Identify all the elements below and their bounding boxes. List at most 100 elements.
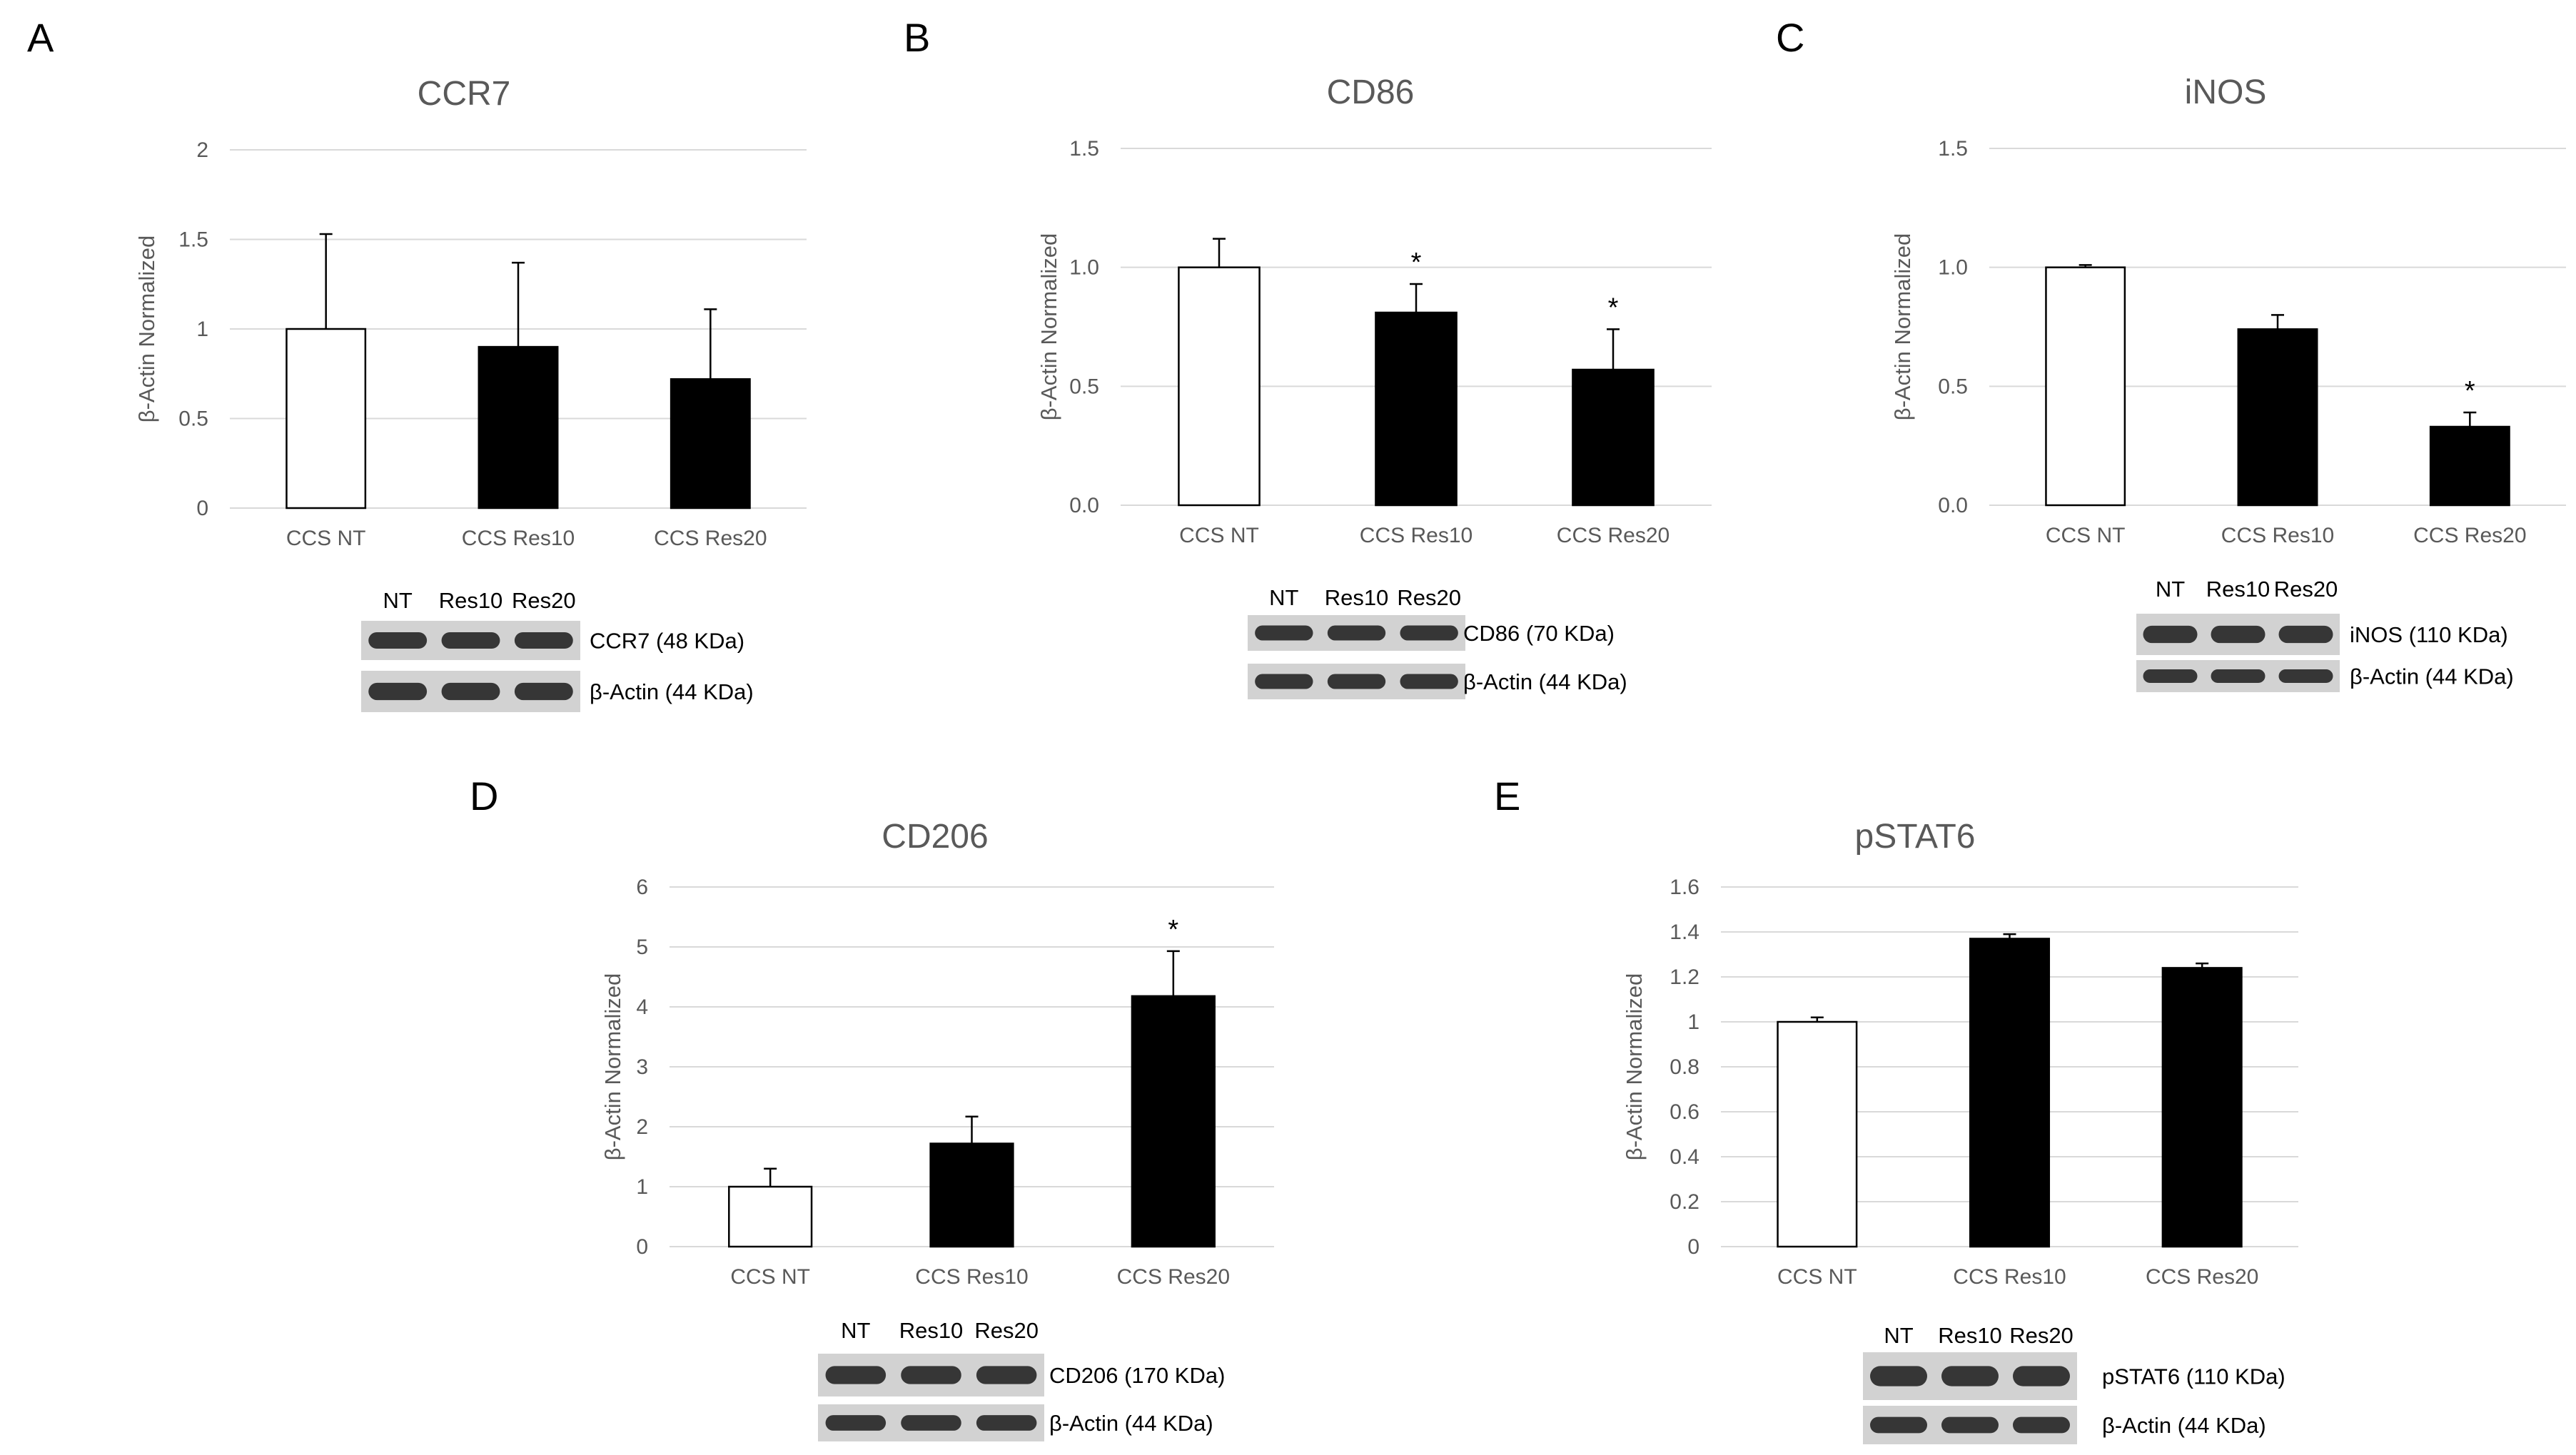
blot-label: iNOS (110 KDa) (2350, 622, 2508, 647)
x-tick-label: CCS NT (1179, 524, 1259, 547)
panel-letter-e: E (1494, 774, 1520, 818)
y-tick-label: 0.8 (1670, 1055, 1699, 1079)
y-axis-title-e: β-Actin Normalized (1622, 973, 1647, 1160)
y-tick-label: 1 (636, 1175, 648, 1199)
blot-band (2013, 1416, 2070, 1434)
blot-lane-label: NT (1269, 585, 1298, 610)
blot-band (2143, 625, 2198, 644)
bar-c-3 (2429, 425, 2510, 507)
significance-marker: * (1608, 293, 1619, 323)
y-tick-label: 1.2 (1670, 965, 1699, 989)
chart-title-c: iNOS (2185, 73, 2267, 111)
bar-b-3 (1572, 368, 1655, 507)
y-tick-label: 0.0 (1938, 494, 1968, 517)
y-axis-title-a: β-Actin Normalized (134, 235, 159, 422)
y-tick-label: 0.5 (1069, 375, 1099, 398)
blot-lane-label: Res10 (899, 1318, 964, 1343)
bar-d-3 (1131, 995, 1216, 1248)
blot-band (441, 682, 500, 701)
bar-b-1 (1178, 266, 1261, 507)
blot-band (1941, 1416, 1999, 1434)
chart-title-a: CCR7 (418, 75, 511, 113)
y-tick-label: 0.6 (1670, 1100, 1699, 1124)
y-tick-label: 1 (1687, 1010, 1699, 1034)
blot-band (976, 1415, 1037, 1431)
blot-band (1255, 674, 1313, 689)
y-tick-label: 1.5 (1069, 137, 1099, 161)
y-tick-label: 1.0 (1938, 256, 1968, 280)
y-tick-label: 0.5 (1938, 375, 1968, 398)
significance-marker: * (1168, 915, 1178, 945)
y-tick-label: 4 (636, 995, 648, 1019)
y-tick-label: 1.0 (1069, 256, 1099, 280)
panel-d: D CD206 β-Actin Normalized 0 1 2 3 4 5 6 CCS NT CCS… (470, 774, 1274, 1441)
blot-band (441, 632, 500, 649)
y-axis-title-d: β-Actin Normalized (600, 973, 625, 1160)
blot-lane-label: Res20 (2274, 577, 2338, 602)
panel-a: A CCR7 β-Actin Normalized 0 0.5 1 1.5 2 CCS NT CC… (27, 15, 807, 712)
blot-band (2013, 1366, 2070, 1386)
y-tick-label: 2 (636, 1115, 648, 1139)
x-tick-label: CCS NT (2046, 524, 2126, 547)
y-tick-label: 0.4 (1670, 1145, 1699, 1169)
chart-title-b: CD86 (1327, 73, 1415, 111)
bar-a-2 (478, 345, 559, 509)
bar-e-1 (1777, 1020, 1858, 1248)
blot-lane-label: NT (383, 588, 413, 613)
blot-band (1255, 625, 1313, 641)
bar-d-1 (728, 1185, 813, 1248)
blot-lane-label: Res20 (512, 588, 576, 613)
blot-band (2211, 669, 2266, 683)
chart-title-e: pSTAT6 (1855, 818, 1976, 856)
blot-band (825, 1415, 887, 1431)
blot-band (1400, 674, 1458, 689)
blot-lane-label: NT (1884, 1323, 1913, 1348)
y-tick-label: 0 (636, 1235, 648, 1259)
x-tick-label: CCS NT (1777, 1265, 1857, 1289)
blot-band (368, 682, 428, 701)
significance-marker: * (2465, 376, 2475, 406)
bar-a-1 (286, 328, 367, 509)
y-tick-label: 3 (636, 1055, 648, 1079)
blot-band (368, 632, 428, 649)
blot-label: β-Actin (44 KDa) (2350, 664, 2514, 689)
x-tick-label: CCS Res20 (1557, 524, 1670, 547)
y-tick-label: 0.2 (1670, 1190, 1699, 1214)
blot-lane-label: Res10 (1938, 1323, 2002, 1348)
blot-lane-label: Res10 (1325, 585, 1389, 610)
y-tick-label: 0.5 (178, 407, 208, 431)
x-tick-label: CCS NT (730, 1265, 810, 1289)
blot-band (976, 1366, 1037, 1384)
y-tick-label: 0.0 (1069, 494, 1099, 517)
panel-letter-b: B (904, 15, 930, 60)
x-tick-label: CCS Res10 (462, 527, 575, 550)
x-tick-label: CCS Res10 (1953, 1265, 2066, 1289)
bar-c-2 (2237, 328, 2318, 507)
blot-label: β-Actin (44 KDa) (2102, 1413, 2266, 1438)
y-axis-title-c: β-Actin Normalized (1890, 233, 1915, 420)
blot-label: pSTAT6 (110 KDa) (2102, 1364, 2285, 1389)
y-tick-label: 1 (196, 318, 208, 341)
y-tick-label: 2 (196, 138, 208, 162)
x-tick-label: CCS Res20 (1117, 1265, 1230, 1289)
blot-lane-label: Res20 (1397, 585, 1461, 610)
blot-lane-label: NT (841, 1318, 870, 1343)
blot-label: β-Actin (44 KDa) (590, 679, 754, 704)
chart-title-d: CD206 (882, 818, 988, 856)
panel-letter-d: D (470, 774, 498, 818)
y-tick-label: 1.4 (1670, 921, 1699, 944)
y-tick-label: 1.6 (1670, 876, 1699, 899)
blot-band (825, 1366, 887, 1384)
blot-lane-label: Res10 (439, 588, 503, 613)
x-tick-label: CCS Res20 (2413, 524, 2526, 547)
blot-band (2143, 669, 2198, 683)
blot-label: CCR7 (48 KDa) (590, 629, 744, 654)
x-tick-label: CCS Res10 (915, 1265, 1028, 1289)
blot-band (1870, 1366, 1927, 1386)
significance-marker: * (1411, 248, 1422, 278)
blot-band (2278, 625, 2333, 644)
panel-letter-c: C (1776, 15, 1804, 60)
blot-lane-label: Res20 (974, 1318, 1039, 1343)
blot-label: CD86 (70 KDa) (1463, 621, 1615, 646)
